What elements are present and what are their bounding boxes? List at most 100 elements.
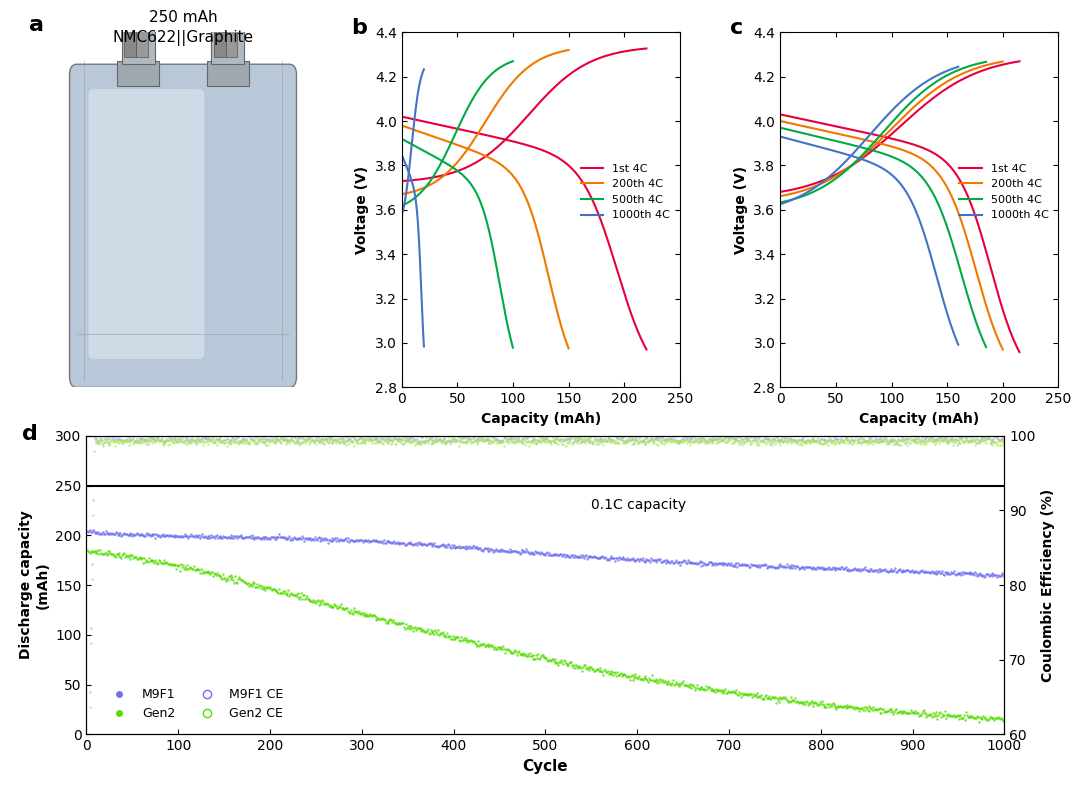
Point [473, 433, 490, 445]
Point [270, 433, 287, 446]
Point [460, 633, 477, 646]
Point [228, 436, 245, 449]
Point [815, 562, 833, 575]
Point [314, 533, 332, 546]
Point [962, 433, 980, 446]
Point [161, 558, 178, 571]
Point [821, 432, 838, 445]
Point [841, 435, 859, 448]
Point [867, 433, 885, 445]
Point [929, 433, 946, 446]
Point [332, 533, 349, 546]
Point [442, 433, 459, 446]
Point [693, 434, 711, 447]
Point [988, 712, 1005, 725]
Point [488, 433, 505, 445]
Point [364, 433, 381, 446]
Point [127, 551, 145, 564]
Point [405, 538, 422, 551]
Point [508, 646, 525, 659]
Point [712, 684, 729, 696]
Point [293, 431, 310, 444]
Point [475, 638, 492, 650]
Point [550, 659, 567, 671]
Point [720, 558, 738, 571]
Point [881, 702, 899, 715]
Point [100, 527, 118, 540]
Point [557, 439, 575, 452]
Point [936, 434, 954, 447]
Point [463, 436, 481, 449]
Point [955, 567, 972, 580]
Point [804, 700, 821, 713]
Point [766, 560, 783, 573]
Point [122, 433, 139, 446]
Point [789, 434, 807, 447]
Point [598, 434, 616, 447]
Point [338, 532, 355, 545]
Point [295, 434, 312, 447]
Point [124, 432, 141, 445]
Point [954, 430, 971, 443]
Point [428, 435, 445, 448]
Point [336, 533, 353, 546]
Point [123, 433, 140, 446]
Point [271, 528, 288, 541]
Point [322, 431, 339, 444]
Point [945, 435, 962, 448]
Point [417, 625, 434, 638]
Point [531, 430, 549, 443]
Point [889, 706, 906, 719]
Point [916, 433, 933, 445]
Point [440, 629, 457, 642]
Point [920, 432, 937, 445]
Point [180, 529, 198, 542]
Point [985, 712, 1002, 725]
Point [788, 560, 806, 573]
Point [203, 433, 220, 445]
Point [846, 429, 863, 442]
Point [613, 431, 631, 444]
Point [380, 437, 397, 449]
Point [613, 552, 631, 565]
Point [517, 650, 535, 663]
Point [934, 435, 951, 448]
Point [258, 532, 275, 545]
Point [679, 434, 697, 447]
Point [937, 433, 955, 445]
Point [767, 436, 784, 449]
Point [461, 635, 478, 648]
Point [328, 532, 346, 545]
Point [724, 429, 741, 442]
Point [440, 537, 457, 550]
Point [523, 650, 540, 663]
Point [804, 432, 821, 445]
Point [511, 435, 528, 448]
Point [485, 543, 502, 556]
Point [330, 599, 348, 612]
Point [356, 608, 374, 621]
Point [950, 437, 968, 449]
Point [237, 531, 254, 544]
Point [661, 430, 678, 443]
Point [648, 437, 665, 450]
Point [246, 532, 264, 545]
Point [185, 562, 202, 575]
Point [179, 432, 197, 445]
Point [670, 556, 687, 569]
Point [994, 435, 1011, 448]
Point [195, 567, 213, 579]
Point [368, 534, 386, 547]
Point [151, 435, 168, 448]
Point [775, 435, 793, 448]
Point [334, 434, 351, 447]
Point [271, 531, 288, 544]
Point [301, 429, 319, 442]
Point [301, 436, 319, 449]
Point [908, 565, 926, 578]
Point [335, 603, 352, 616]
Point [207, 569, 225, 582]
Point [565, 550, 582, 563]
Point [868, 704, 886, 717]
Point [224, 532, 241, 545]
